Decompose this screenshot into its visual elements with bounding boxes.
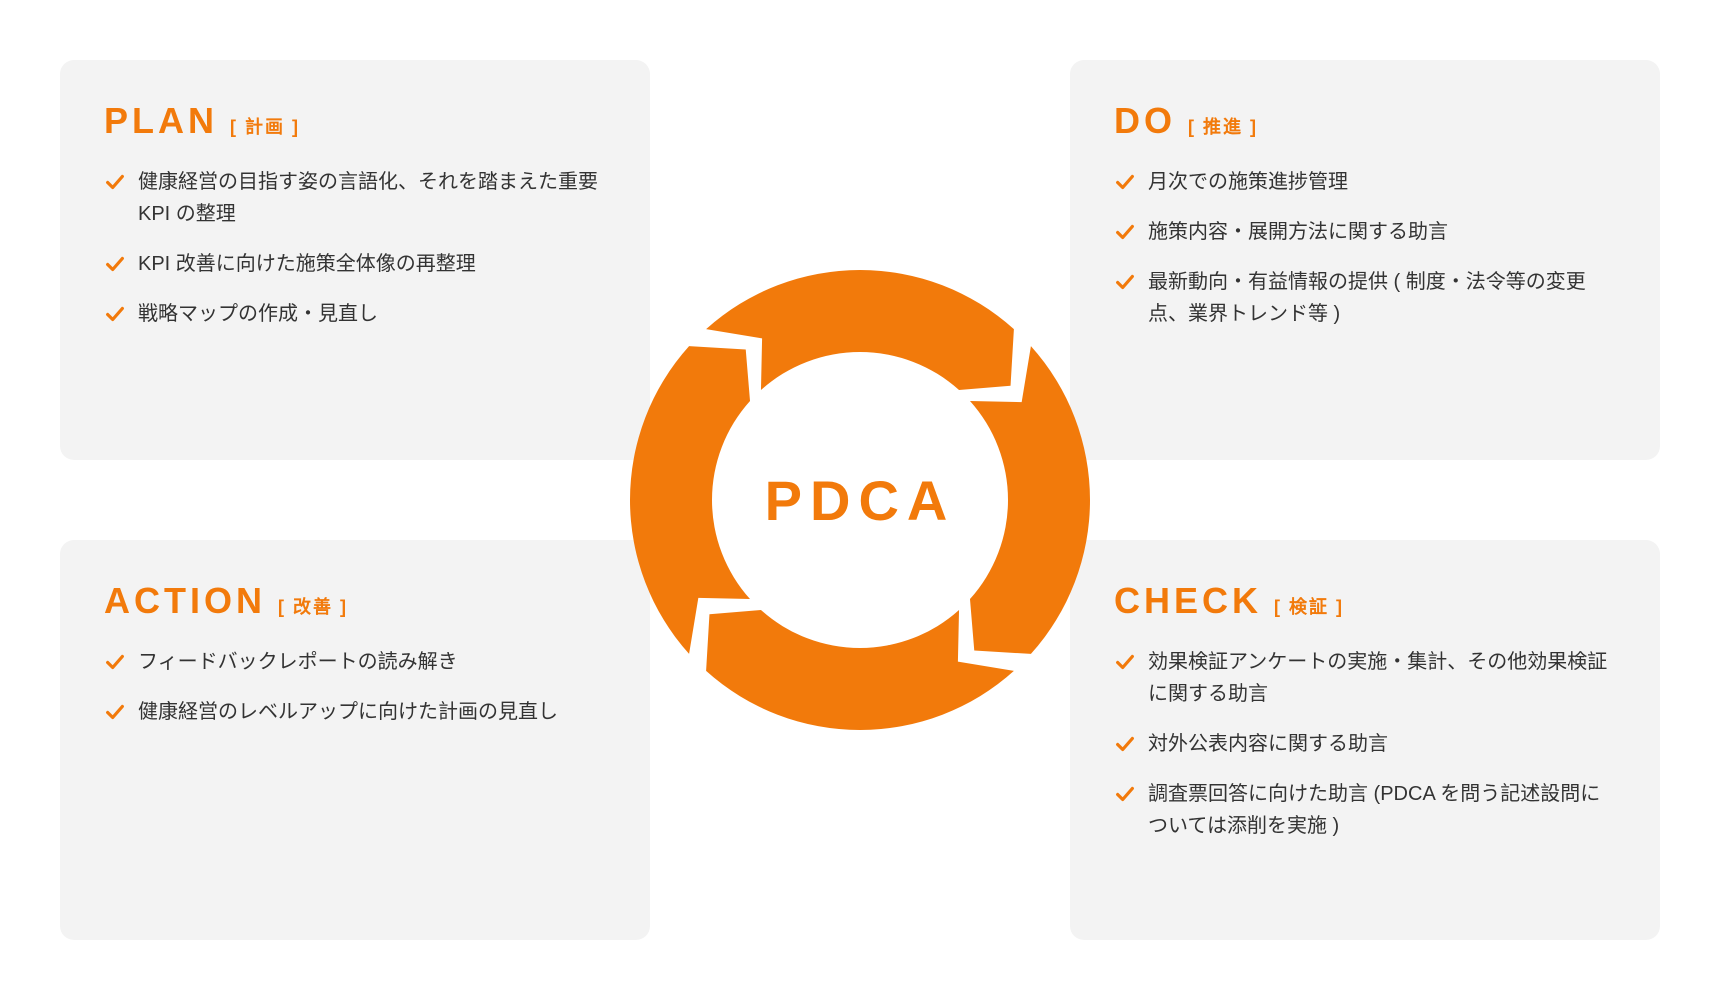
check-card: CHECK [ 検証 ] 効果検証アンケートの実施・集計、その他効果検証に関する… [1070,540,1660,940]
list-item-text: 効果検証アンケートの実施・集計、その他効果検証に関する助言 [1148,646,1616,710]
check-icon [1114,171,1136,193]
list-item-text: 対外公表内容に関する助言 [1148,728,1388,760]
check-title: CHECK [1114,580,1262,622]
cycle-arc-segment [706,610,1014,730]
list-item: 効果検証アンケートの実施・集計、その他効果検証に関する助言 [1114,646,1616,710]
list-item: フィードバックレポートの読み解き [104,646,606,678]
cycle-arc-segment [706,270,1014,390]
list-item: 対外公表内容に関する助言 [1114,728,1616,760]
list-item-text: 最新動向・有益情報の提供 ( 制度・法令等の変更点、業界トレンド等 ) [1148,266,1616,330]
check-subtitle: [ 検証 ] [1274,593,1344,619]
plan-header: PLAN [ 計画 ] [104,100,606,142]
plan-title: PLAN [104,100,218,142]
do-title: DO [1114,100,1176,142]
do-subtitle: [ 推進 ] [1188,113,1258,139]
list-item-text: 健康経営の目指す姿の言語化、それを踏まえた重要 KPI の整理 [138,166,606,230]
plan-subtitle: [ 計画 ] [230,113,300,139]
do-card: DO [ 推進 ] 月次での施策進捗管理施策内容・展開方法に関する助言最新動向・… [1070,60,1660,460]
list-item-text: 調査票回答に向けた助言 (PDCA を問う記述設問については添削を実施 ) [1148,778,1616,842]
list-item-text: 施策内容・展開方法に関する助言 [1148,216,1448,248]
check-icon [104,253,126,275]
action-card: ACTION [ 改善 ] フィードバックレポートの読み解き健康経営のレベルアッ… [60,540,650,940]
plan-list: 健康経営の目指す姿の言語化、それを踏まえた重要 KPI の整理 KPI 改善に向け… [104,166,606,330]
check-icon [104,701,126,723]
pdca-grid: PLAN [ 計画 ] 健康経営の目指す姿の言語化、それを踏まえた重要 KPI … [0,0,1720,1000]
do-list: 月次での施策進捗管理施策内容・展開方法に関する助言最新動向・有益情報の提供 ( … [1114,166,1616,330]
list-item: KPI 改善に向けた施策全体像の再整理 [104,248,606,280]
cycle-center-label: PDCA [765,468,956,533]
check-icon [1114,783,1136,805]
list-item: 健康経営の目指す姿の言語化、それを踏まえた重要 KPI の整理 [104,166,606,230]
check-icon [104,171,126,193]
list-item: 最新動向・有益情報の提供 ( 制度・法令等の変更点、業界トレンド等 ) [1114,266,1616,330]
list-item: 健康経営のレベルアップに向けた計画の見直し [104,696,606,728]
list-item: 月次での施策進捗管理 [1114,166,1616,198]
list-item-text: フィードバックレポートの読み解き [138,646,458,678]
cycle-arc-segment [970,346,1090,654]
list-item-text: KPI 改善に向けた施策全体像の再整理 [138,248,476,280]
check-icon [104,651,126,673]
action-title: ACTION [104,580,266,622]
check-icon [104,303,126,325]
check-list: 効果検証アンケートの実施・集計、その他効果検証に関する助言対外公表内容に関する助… [1114,646,1616,842]
list-item-text: 月次での施策進捗管理 [1148,166,1348,198]
check-header: CHECK [ 検証 ] [1114,580,1616,622]
action-header: ACTION [ 改善 ] [104,580,606,622]
action-list: フィードバックレポートの読み解き健康経営のレベルアップに向けた計画の見直し [104,646,606,728]
list-item: 施策内容・展開方法に関する助言 [1114,216,1616,248]
plan-card: PLAN [ 計画 ] 健康経営の目指す姿の言語化、それを踏まえた重要 KPI … [60,60,650,460]
action-subtitle: [ 改善 ] [278,593,348,619]
cycle-arc-segment [630,346,750,654]
list-item-text: 戦略マップの作成・見直し [138,298,378,330]
list-item: 調査票回答に向けた助言 (PDCA を問う記述設問については添削を実施 ) [1114,778,1616,842]
do-header: DO [ 推進 ] [1114,100,1616,142]
list-item: 戦略マップの作成・見直し [104,298,606,330]
pdca-cycle-ring: PDCA [600,240,1120,760]
list-item-text: 健康経営のレベルアップに向けた計画の見直し [138,696,558,728]
